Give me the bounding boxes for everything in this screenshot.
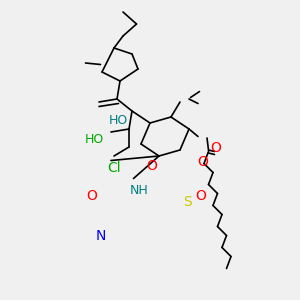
Text: Cl: Cl — [107, 161, 121, 175]
Text: NH: NH — [130, 184, 149, 197]
Text: S: S — [183, 196, 192, 209]
Text: HO: HO — [109, 113, 128, 127]
Text: O: O — [197, 155, 208, 169]
Text: O: O — [86, 190, 97, 203]
Text: N: N — [95, 229, 106, 242]
Text: O: O — [146, 160, 157, 173]
Text: HO: HO — [85, 133, 104, 146]
Text: O: O — [196, 190, 206, 203]
Text: O: O — [211, 142, 221, 155]
